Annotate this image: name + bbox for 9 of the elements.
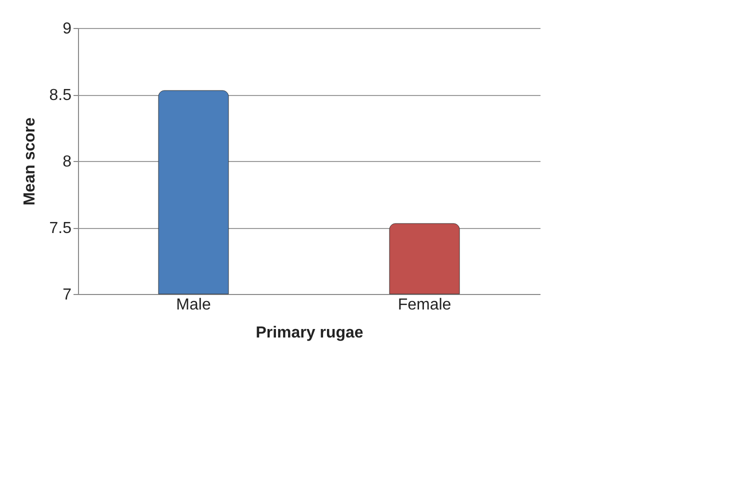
y-tick-label: 7 [62,286,72,304]
y-tick-label: 8.5 [49,87,72,104]
x-tick-label: Female [398,296,452,314]
y-axis-title: Mean score [21,117,38,206]
x-axis-title: Primary rugae [256,324,364,342]
y-tick-label: 7.5 [49,220,72,237]
y-tick-label: 8 [62,154,72,170]
y-tick-label: 9 [62,20,72,38]
x-tick-label: Male [176,296,211,314]
